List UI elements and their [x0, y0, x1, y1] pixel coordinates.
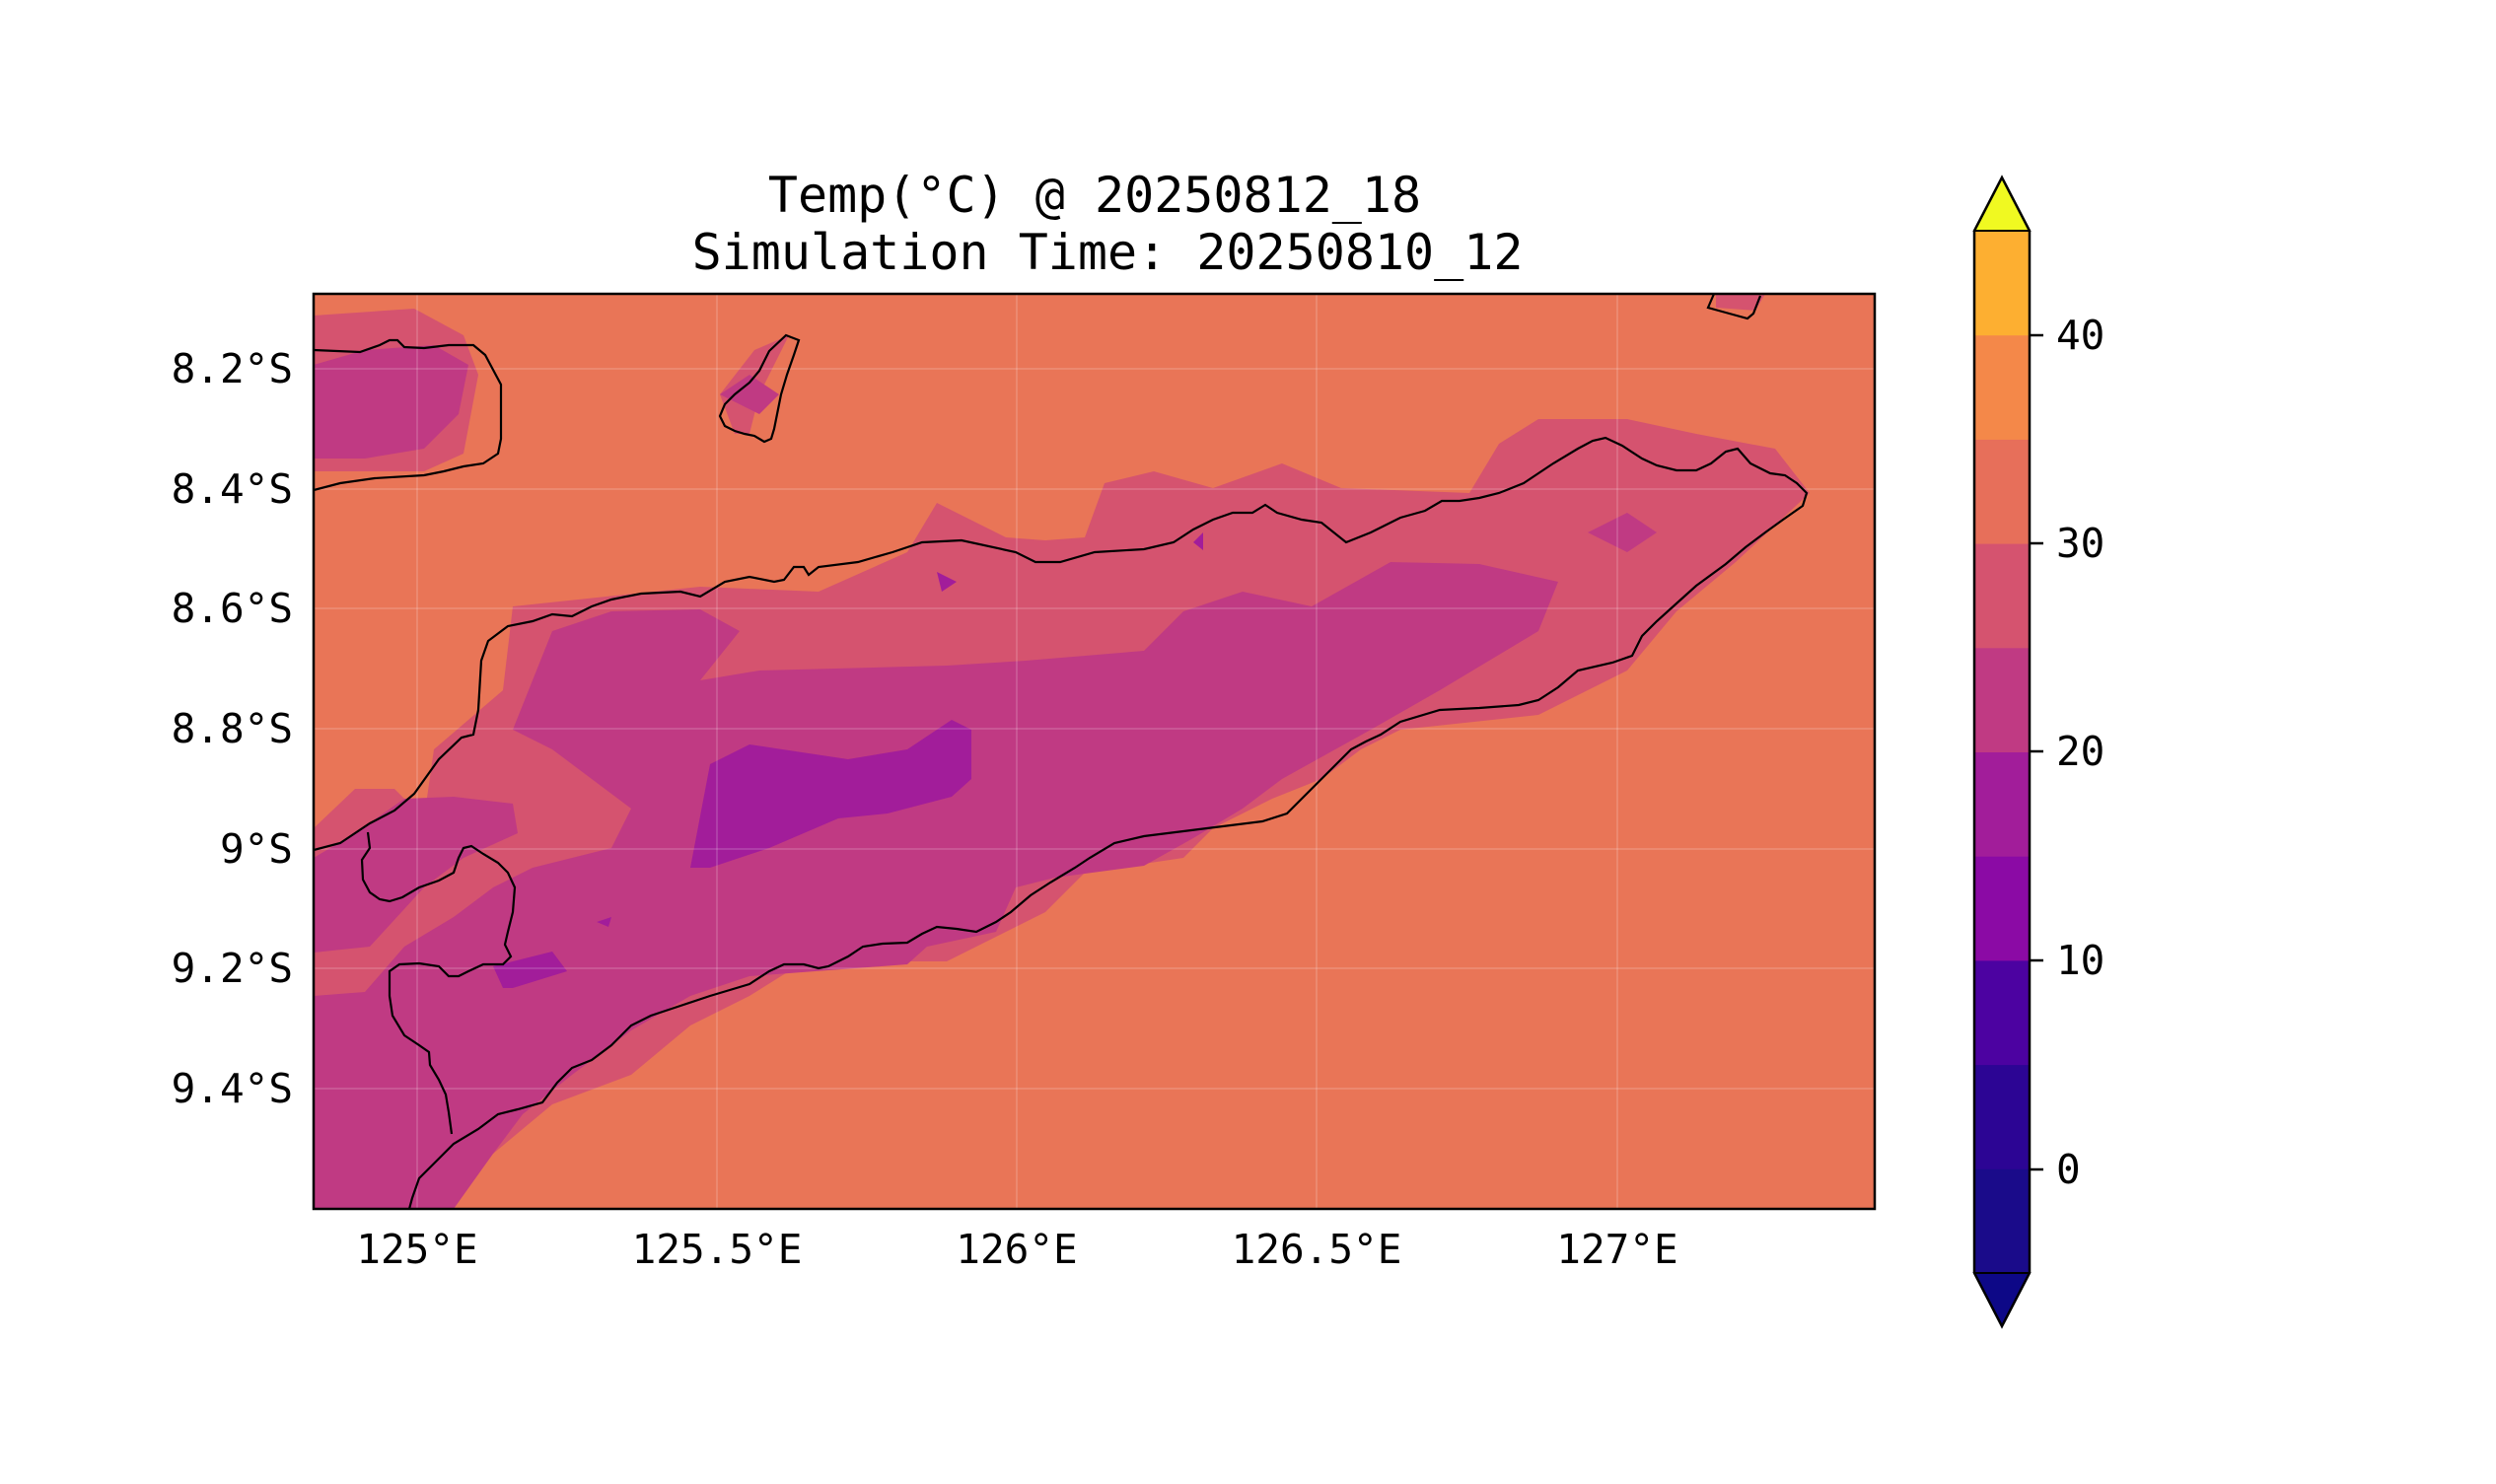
lat-tick-label: 9.4°S [172, 1065, 293, 1112]
colorbar-band [1974, 647, 2030, 752]
lat-tick-labels: 8.2°S 8.4°S 8.6°S 8.8°S 9°S 9.2°S 9.4°S [172, 345, 293, 1112]
coastlines [314, 294, 1809, 1209]
colorbar-tick-label: 20 [2056, 728, 2104, 775]
chart-title-line1: Temp(°C) @ 20250812_18 [768, 167, 1421, 224]
map-panel [314, 294, 1875, 1209]
coastline-alor [314, 338, 503, 492]
colorbar-bands [1974, 231, 2030, 1274]
colorbar: 0 10 20 30 40 [1972, 175, 2104, 1329]
coastline-atauro [718, 333, 801, 444]
lat-tick-label: 9.2°S [172, 945, 293, 992]
colorbar-outline [1972, 175, 2032, 1329]
colorbar-band [1974, 334, 2030, 440]
lon-tick-label: 127°E [1556, 1226, 1677, 1273]
lon-tick-labels: 125°E 125.5°E 126°E 126.5°E 127°E [356, 1226, 1677, 1273]
colorbar-band [1974, 543, 2030, 649]
colorbar-band [1974, 856, 2030, 961]
colorbar-band [1974, 1064, 2030, 1169]
coastline-wetar-tip [1706, 294, 1762, 320]
coastline-timor-west-inlet [360, 831, 517, 1135]
lon-tick-label: 125.5°E [632, 1226, 803, 1273]
colorbar-tick-label: 40 [2056, 312, 2104, 359]
colorbar-tick-label: 0 [2056, 1146, 2081, 1193]
coastline-timor-north [314, 436, 1809, 1209]
lon-tick-label: 125°E [356, 1226, 477, 1273]
lat-tick-label: 8.2°S [172, 345, 293, 392]
colorbar-ticks [2030, 333, 2043, 1171]
colorbar-band [1974, 959, 2030, 1066]
lat-tick-label: 8.8°S [172, 705, 293, 752]
colorbar-tick-label: 10 [2056, 937, 2104, 984]
lon-tick-label: 126.5°E [1232, 1226, 1402, 1273]
lon-tick-label: 126°E [956, 1226, 1077, 1273]
lat-tick-label: 8.4°S [172, 465, 293, 513]
lat-tick-label: 8.6°S [172, 585, 293, 632]
colorbar-extend-max [1972, 175, 2032, 232]
lat-tick-label: 9°S [220, 825, 293, 873]
colorbar-band [1974, 231, 2030, 336]
colorbar-band [1974, 1168, 2030, 1274]
colorbar-extend-min [1972, 1272, 2032, 1329]
gridlines [314, 294, 1875, 1209]
colorbar-band [1974, 751, 2030, 857]
temperature-band-15-20 [314, 345, 1657, 1209]
map-frame [312, 292, 1877, 1211]
colorbar-band [1974, 439, 2030, 544]
colorbar-tick-label: 30 [2056, 520, 2104, 567]
temperature-band-10-15 [493, 532, 1203, 988]
chart-title-line2: Simulation Time: 20250810_12 [692, 224, 1524, 281]
